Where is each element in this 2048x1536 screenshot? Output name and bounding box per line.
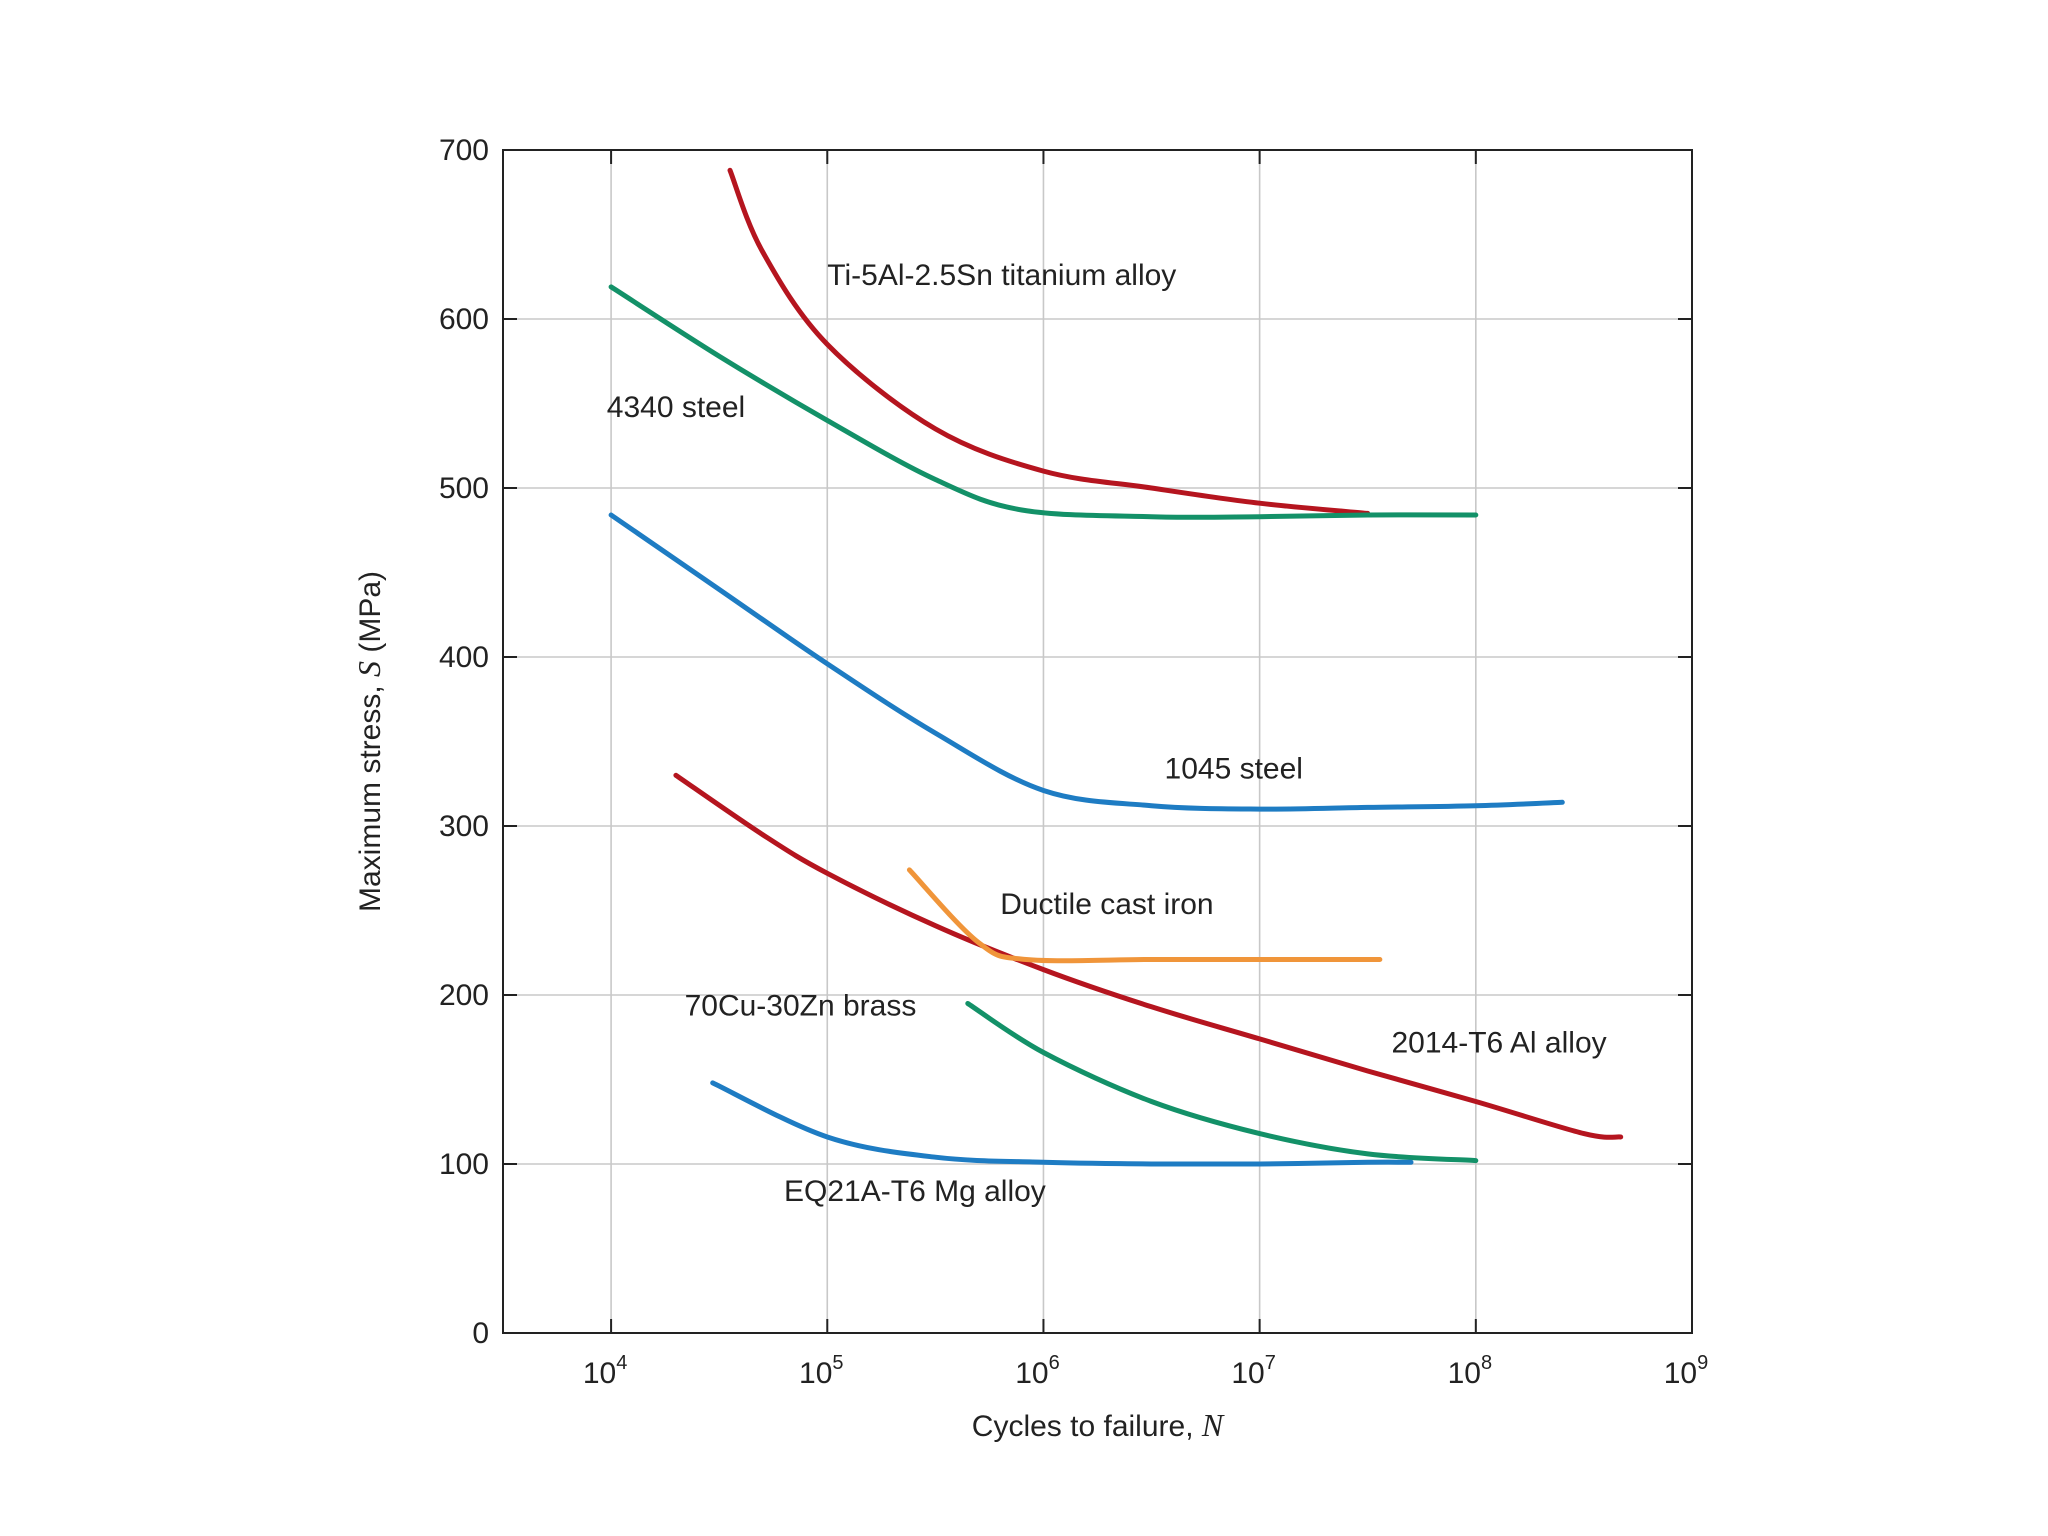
series-label-4340-steel: 4340 steel — [607, 391, 745, 424]
y-tick-label: 200 — [439, 979, 489, 1012]
x-tick-base: 10 — [583, 1357, 616, 1390]
series-label-ti-5al-2-5sn-titanium-alloy: Ti-5Al-2.5Sn titanium alloy — [827, 259, 1176, 292]
x-tick-exponent: 4 — [616, 1352, 627, 1374]
plot-frame — [502, 149, 1693, 1334]
x-tick-base: 10 — [799, 1357, 832, 1390]
y-tick-label: 600 — [439, 303, 489, 336]
x-tick-exponent: 6 — [1049, 1352, 1060, 1374]
y-tick-label: 0 — [472, 1317, 489, 1350]
y-tick-label: 500 — [439, 472, 489, 505]
grid-lines — [503, 150, 1692, 1333]
y-tick-label: 300 — [439, 810, 489, 843]
series-line-eq21a-t6-mg-alloy — [710, 1080, 1414, 1167]
x-tick-base: 10 — [1231, 1357, 1264, 1390]
x-tick-base: 10 — [1448, 1357, 1481, 1390]
x-tick-label: 109 — [1664, 1352, 1709, 1390]
series-line-2014-t6-al-alloy — [673, 772, 1624, 1140]
axis-ticks — [503, 149, 1693, 1334]
x-tick-base: 10 — [1664, 1357, 1697, 1390]
y-tick-label: 700 — [439, 134, 489, 167]
series-label-70cu-30zn-brass: 70Cu-30Zn brass — [685, 989, 917, 1022]
series-line-1045-steel — [608, 512, 1565, 812]
x-tick-label: 107 — [1231, 1352, 1276, 1390]
x-tick-label: 105 — [799, 1352, 844, 1390]
x-tick-labels: 104 105 106 107 108 109 — [583, 1352, 1708, 1390]
y-tick-label: 100 — [439, 1148, 489, 1181]
series-label-eq21a-t6-mg-alloy: EQ21A-T6 Mg alloy — [784, 1175, 1046, 1208]
x-tick-exponent: 8 — [1481, 1352, 1492, 1374]
series-line-4340-steel — [608, 284, 1479, 520]
series-curves — [608, 167, 1624, 1167]
y-tick-label: 400 — [439, 641, 489, 674]
series-label-2014-t6-al-alloy: 2014-T6 Al alloy — [1392, 1026, 1607, 1059]
x-tick-label: 106 — [1015, 1352, 1060, 1390]
x-tick-exponent: 5 — [832, 1352, 843, 1374]
series-line-ti-5al-2-5sn-titanium-alloy — [727, 167, 1371, 516]
x-tick-label: 104 — [583, 1352, 628, 1390]
x-axis-title: Cycles to failure, N — [972, 1407, 1225, 1443]
x-tick-label: 108 — [1448, 1352, 1493, 1390]
series-label-1045-steel: 1045 steel — [1165, 753, 1303, 786]
series-line-ductile-cast-iron — [906, 867, 1383, 964]
x-tick-exponent: 9 — [1697, 1352, 1708, 1374]
x-tick-base: 10 — [1015, 1357, 1048, 1390]
series-label-ductile-cast-iron: Ductile cast iron — [1000, 888, 1213, 921]
series-line-70cu-30zn-brass — [965, 1001, 1479, 1164]
x-tick-exponent: 7 — [1265, 1352, 1276, 1374]
y-tick-labels: 0 100 200 300 400 500 600 700 — [439, 134, 489, 1350]
series-labels: Ti-5Al-2.5Sn titanium alloy 4340 steel 104… — [607, 259, 1607, 1208]
y-axis-title: Maximum stress, S (MPa) — [351, 571, 387, 912]
